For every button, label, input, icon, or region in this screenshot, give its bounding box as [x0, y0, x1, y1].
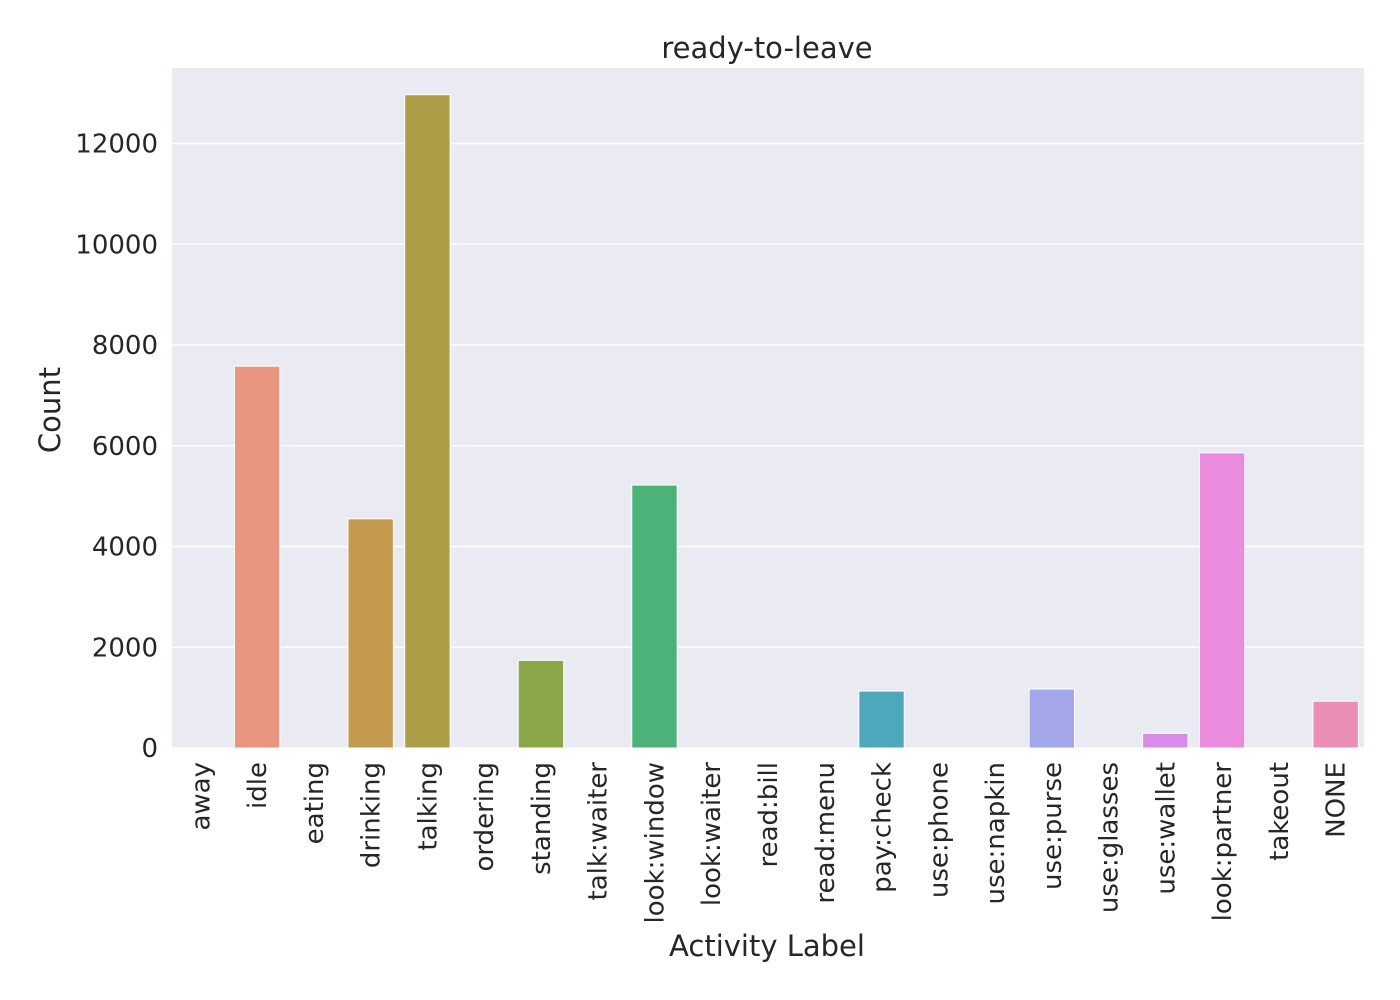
x-tick-label: use:purse: [1038, 762, 1068, 890]
x-tick-label: NONE: [1322, 762, 1352, 838]
bar-use-purse: [1028, 688, 1076, 749]
y-tick-labels: 0 2000 4000 6000 8000 10000 12000: [75, 130, 158, 764]
chart-title: ready-to-leave: [661, 31, 872, 65]
x-tick-label: use:napkin: [981, 762, 1011, 904]
x-tick-label: takeout: [1265, 762, 1295, 861]
x-tick-label: look:window: [640, 762, 670, 924]
y-axis-label: Count: [33, 367, 67, 453]
y-tick-label: 2000: [92, 633, 158, 663]
x-tick-label: use:phone: [924, 762, 954, 898]
x-tick-labels: away idle eating drinking talking ordering sta…: [186, 762, 1351, 924]
x-tick-label: idle: [243, 762, 273, 809]
y-tick-label: 6000: [92, 432, 158, 462]
bar-use-wallet: [1142, 732, 1189, 749]
x-tick-label: talking: [413, 762, 443, 851]
x-tick-label: use:glasses: [1095, 762, 1125, 913]
y-tick-label: 8000: [92, 331, 158, 361]
x-tick-label: talk:waiter: [584, 762, 614, 901]
y-tick-label: 0: [141, 734, 158, 764]
bar-talking: [404, 94, 451, 749]
x-tick-label: ordering: [470, 762, 500, 872]
bar-look-partner: [1198, 452, 1246, 749]
y-tick-label: 12000: [75, 130, 158, 160]
bars: [233, 94, 1359, 749]
x-tick-label: look:partner: [1208, 762, 1238, 922]
x-tick-label: away: [186, 762, 216, 831]
y-tick-label: 10000: [75, 230, 158, 260]
bar-pay-check: [858, 690, 905, 749]
bar-none: [1312, 700, 1359, 749]
x-tick-label: eating: [300, 762, 330, 844]
bar-drinking: [347, 518, 394, 749]
x-tick-label: use:wallet: [1151, 762, 1181, 895]
x-tick-label: standing: [527, 762, 557, 875]
y-tick-label: 4000: [92, 533, 158, 563]
x-axis-label: Activity Label: [669, 929, 865, 963]
x-tick-label: look:waiter: [697, 762, 727, 906]
bar-idle: [233, 365, 281, 749]
x-tick-label: read:menu: [811, 762, 841, 904]
x-tick-label: pay:check: [868, 762, 898, 893]
x-tick-label: drinking: [357, 762, 387, 868]
bar-look-window: [631, 484, 678, 749]
x-tick-label: read:bill: [754, 762, 784, 868]
bar-standing: [517, 659, 565, 749]
